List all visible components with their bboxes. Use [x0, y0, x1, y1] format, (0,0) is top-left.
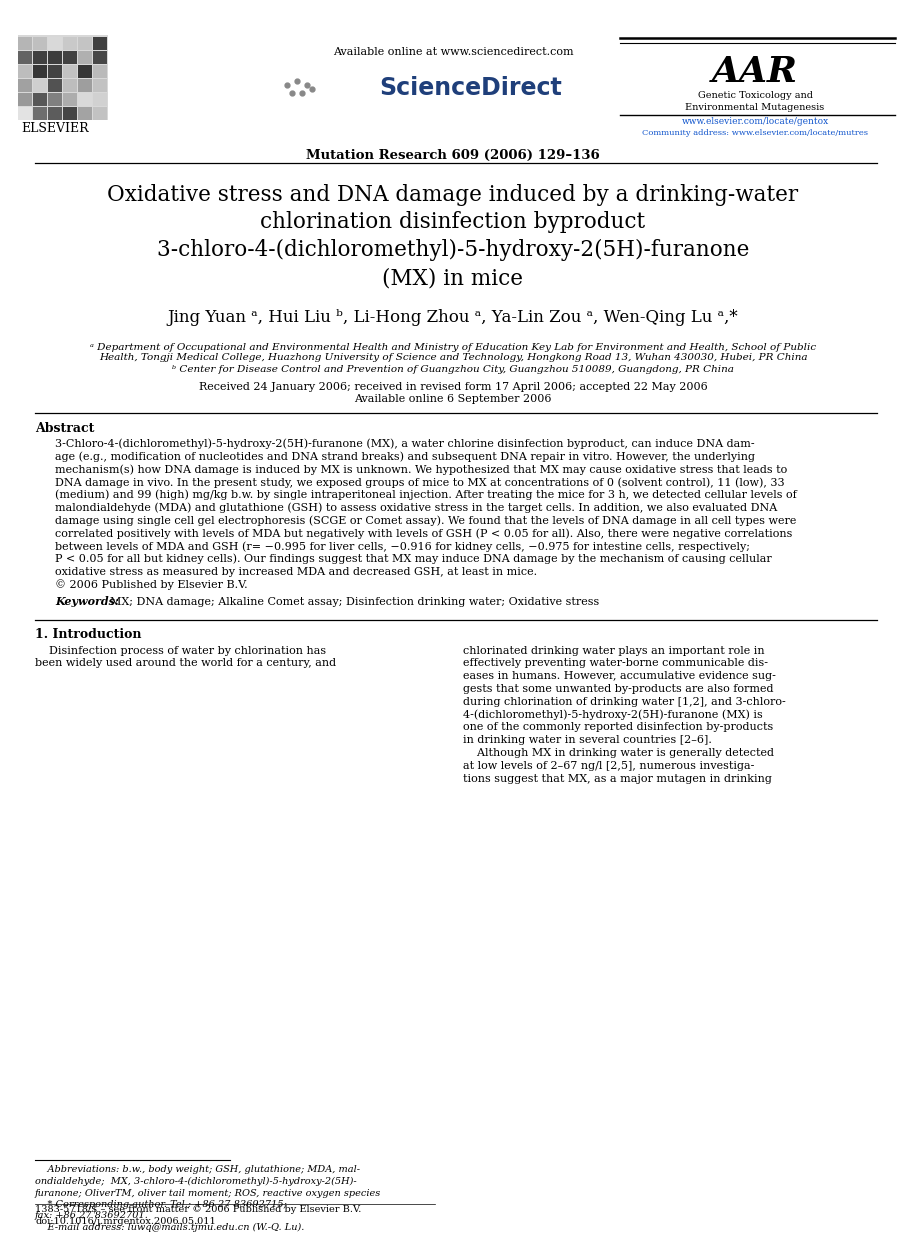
- Bar: [63, 66, 77, 78]
- Bar: [63, 51, 77, 64]
- Text: www.elsevier.com/locate/gentox: www.elsevier.com/locate/gentox: [681, 118, 829, 126]
- Text: Abbreviations: b.w., body weight; GSH, glutathione; MDA, mal-: Abbreviations: b.w., body weight; GSH, g…: [35, 1165, 360, 1174]
- Text: ᵇ Center for Disease Control and Prevention of Guangzhou City, Guangzhou 510089,: ᵇ Center for Disease Control and Prevent…: [172, 365, 734, 374]
- Text: 4-(dichloromethyl)-5-hydroxy-2(5H)-furanone (MX) is: 4-(dichloromethyl)-5-hydroxy-2(5H)-furan…: [463, 709, 763, 720]
- Text: tions suggest that MX, as a major mutagen in drinking: tions suggest that MX, as a major mutage…: [463, 773, 772, 783]
- Text: at low levels of 2–67 ng/l [2,5], numerous investiga-: at low levels of 2–67 ng/l [2,5], numero…: [463, 761, 755, 771]
- Text: 1383-5718/$ – see front matter © 2006 Published by Elsevier B.V.: 1383-5718/$ – see front matter © 2006 Pu…: [35, 1206, 361, 1215]
- Bar: [63, 106, 77, 120]
- Text: oxidative stress as measured by increased MDA and decreased GSH, at least in mic: oxidative stress as measured by increase…: [55, 567, 537, 576]
- Bar: [48, 79, 62, 92]
- Text: been widely used around the world for a century, and: been widely used around the world for a …: [35, 658, 336, 668]
- Text: Jing Yuan ᵃ, Hui Liu ᵇ, Li-Hong Zhou ᵃ, Ya-Lin Zou ᵃ, Wen-Qing Lu ᵃ,*: Jing Yuan ᵃ, Hui Liu ᵇ, Li-Hong Zhou ᵃ, …: [168, 309, 738, 327]
- Text: gests that some unwanted by-products are also formed: gests that some unwanted by-products are…: [463, 684, 774, 694]
- Bar: [93, 66, 107, 78]
- Text: ELSEVIER: ELSEVIER: [21, 121, 89, 135]
- Text: Available online 6 September 2006: Available online 6 September 2006: [355, 395, 551, 404]
- Text: Environmental Mutagenesis: Environmental Mutagenesis: [686, 103, 824, 111]
- Text: 3-chloro-4-(dichloromethyl)-5-hydroxy-2(5​H​)-furanone: 3-chloro-4-(dichloromethyl)-5-hydroxy-2(…: [157, 239, 749, 261]
- Text: ᵃ Department of Occupational and Environmental Health and Ministry of Education : ᵃ Department of Occupational and Environ…: [90, 343, 816, 351]
- Bar: [78, 79, 92, 92]
- Text: doi:10.1016/j.mrgentox.2006.05.011: doi:10.1016/j.mrgentox.2006.05.011: [35, 1216, 216, 1226]
- Text: between levels of MDA and GSH (r= −0.995 for liver cells, −0.916 for kidney cell: between levels of MDA and GSH (r= −0.995…: [55, 541, 750, 552]
- Bar: [48, 51, 62, 64]
- Bar: [33, 37, 47, 49]
- Bar: [93, 93, 107, 106]
- Text: (medium) and 99 (high) mg/kg b.w. by single intraperitoneal injection. After tre: (medium) and 99 (high) mg/kg b.w. by sin…: [55, 490, 796, 501]
- Text: Keywords:: Keywords:: [55, 596, 119, 607]
- Bar: [18, 66, 32, 78]
- Bar: [93, 51, 107, 64]
- Bar: [48, 106, 62, 120]
- Text: AAR: AAR: [712, 54, 798, 89]
- Bar: [78, 106, 92, 120]
- Text: 3-Chloro-4-(dichloromethyl)-5-hydroxy-2(5H)-furanone (MX), a water chlorine disi: 3-Chloro-4-(dichloromethyl)-5-hydroxy-2(…: [55, 439, 755, 449]
- Bar: [18, 51, 32, 64]
- Bar: [33, 79, 47, 92]
- Bar: [33, 93, 47, 106]
- Bar: [48, 93, 62, 106]
- Text: P < 0.05 for all but kidney cells). Our findings suggest that MX may induce DNA : P < 0.05 for all but kidney cells). Our …: [55, 554, 772, 564]
- Bar: [63, 79, 77, 92]
- Text: * Corresponding author. Tel.: +86 27 83692715;: * Corresponding author. Tel.: +86 27 836…: [35, 1200, 287, 1209]
- Text: damage using single cell gel electrophoresis (SCGE or Comet assay). We found tha: damage using single cell gel electrophor…: [55, 516, 796, 526]
- Text: Available online at www.sciencedirect.com: Available online at www.sciencedirect.co…: [333, 47, 573, 57]
- Text: age (e.g., modification of nucleotides and DNA strand breaks) and subsequent DNA: age (e.g., modification of nucleotides a…: [55, 452, 755, 463]
- Bar: [93, 79, 107, 92]
- Bar: [93, 106, 107, 120]
- Text: Genetic Toxicology and: Genetic Toxicology and: [697, 92, 813, 100]
- Text: Disinfection process of water by chlorination has: Disinfection process of water by chlorin…: [35, 646, 327, 656]
- Text: (MX) in mice: (MX) in mice: [383, 267, 523, 289]
- Text: fax: +86 27 83692701.: fax: +86 27 83692701.: [35, 1211, 149, 1221]
- Text: effectively preventing water-borne communicable dis-: effectively preventing water-borne commu…: [463, 658, 768, 668]
- Bar: [48, 66, 62, 78]
- Bar: [33, 66, 47, 78]
- Text: ScienceDirect: ScienceDirect: [380, 75, 562, 100]
- Text: mechanism(s) how DNA damage is induced by MX is unknown. We hypothesized that MX: mechanism(s) how DNA damage is induced b…: [55, 464, 787, 475]
- Bar: [18, 35, 108, 120]
- Text: Community address: www.elsevier.com/locate/mutres: Community address: www.elsevier.com/loca…: [642, 129, 868, 137]
- Bar: [33, 51, 47, 64]
- Bar: [18, 79, 32, 92]
- Text: furanone; OliverTM, oliver tail moment; ROS, reactive oxygen species: furanone; OliverTM, oliver tail moment; …: [35, 1189, 381, 1197]
- Text: one of the commonly reported disinfection by-products: one of the commonly reported disinfectio…: [463, 722, 774, 732]
- Text: E-mail address: luwq@mails.tjmu.edu.cn (W.-Q. Lu).: E-mail address: luwq@mails.tjmu.edu.cn (…: [35, 1223, 305, 1232]
- Text: malondialdehyde (MDA) and glutathione (GSH) to assess oxidative stress in the ta: malondialdehyde (MDA) and glutathione (G…: [55, 502, 777, 513]
- Bar: [93, 37, 107, 49]
- Text: chlorination disinfection byproduct: chlorination disinfection byproduct: [260, 212, 646, 233]
- Bar: [48, 37, 62, 49]
- Bar: [18, 106, 32, 120]
- Bar: [78, 37, 92, 49]
- Text: Although MX in drinking water is generally detected: Although MX in drinking water is general…: [463, 748, 774, 758]
- Text: correlated positively with levels of MDA but negatively with levels of GSH (P < : correlated positively with levels of MDA…: [55, 528, 793, 539]
- Text: 1. Introduction: 1. Introduction: [35, 628, 141, 641]
- Text: Received 24 January 2006; received in revised form 17 April 2006; accepted 22 Ma: Received 24 January 2006; received in re…: [199, 382, 707, 392]
- Text: ondialdehyde;  MX, 3-chloro-4-(dichloromethyl)-5-hydroxy-2(5H)-: ondialdehyde; MX, 3-chloro-4-(dichlorome…: [35, 1176, 356, 1186]
- Bar: [63, 37, 77, 49]
- Text: in drinking water in several countries [2–6].: in drinking water in several countries […: [463, 735, 712, 745]
- Text: during chlorination of drinking water [1,2], and 3-chloro-: during chlorination of drinking water [1…: [463, 696, 785, 706]
- Bar: [63, 93, 77, 106]
- Bar: [78, 51, 92, 64]
- Text: MX; DNA damage; Alkaline Comet assay; Disinfection drinking water; Oxidative str: MX; DNA damage; Alkaline Comet assay; Di…: [110, 596, 600, 606]
- Bar: [18, 37, 32, 49]
- Text: DNA damage in vivo. In the present study, we exposed groups of mice to MX at con: DNA damage in vivo. In the present study…: [55, 477, 785, 487]
- Text: Abstract: Abstract: [35, 422, 94, 434]
- Text: Oxidative stress and DNA damage induced by a drinking-water: Oxidative stress and DNA damage induced …: [107, 184, 798, 207]
- Text: Mutation Research 609 (2006) 129–136: Mutation Research 609 (2006) 129–136: [307, 148, 600, 162]
- Bar: [18, 93, 32, 106]
- Bar: [33, 106, 47, 120]
- Text: © 2006 Published by Elsevier B.V.: © 2006 Published by Elsevier B.V.: [55, 579, 248, 590]
- Text: eases in humans. However, accumulative evidence sug-: eases in humans. However, accumulative e…: [463, 672, 775, 682]
- Text: chlorinated drinking water plays an important role in: chlorinated drinking water plays an impo…: [463, 646, 765, 656]
- Bar: [78, 66, 92, 78]
- Bar: [78, 93, 92, 106]
- Text: Health, Tongji Medical College, Huazhong University of Science and Technology, H: Health, Tongji Medical College, Huazhong…: [99, 354, 807, 362]
